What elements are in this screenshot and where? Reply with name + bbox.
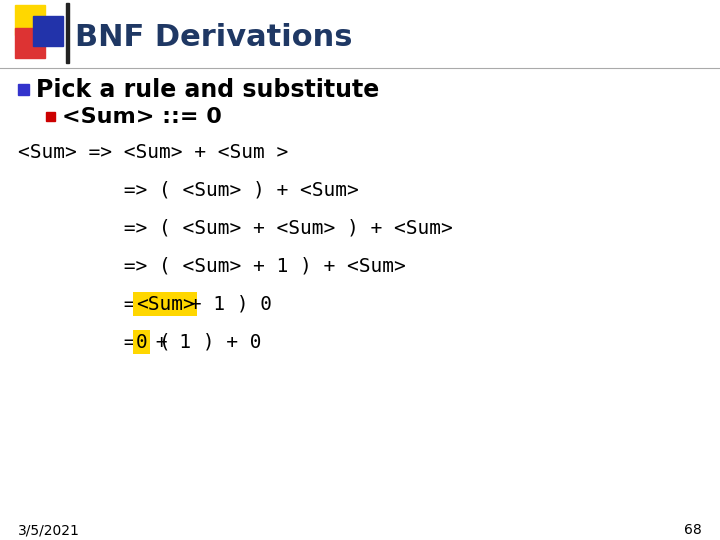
Text: <Sum>: <Sum> (136, 294, 194, 314)
Text: + 1 ) 0: + 1 ) 0 (178, 294, 272, 314)
Bar (46, 112, 55, 121)
Bar (33, 16, 63, 46)
Bar (18, 84, 29, 95)
Bar (15, 28, 45, 58)
Text: <Sum> => <Sum> + <Sum >: <Sum> => <Sum> + <Sum > (18, 143, 288, 161)
Text: => ( <Sum> + 1 ) + <Sum>: => ( <Sum> + 1 ) + <Sum> (18, 256, 406, 275)
Text: BNF Derivations: BNF Derivations (75, 24, 353, 52)
Text: => ( <Sum> ) + <Sum>: => ( <Sum> ) + <Sum> (18, 180, 359, 199)
Text: 0: 0 (136, 333, 148, 352)
Bar (15, 5, 45, 35)
Text: 68: 68 (684, 523, 702, 537)
Text: 3/5/2021: 3/5/2021 (18, 523, 80, 537)
Text: + 1 ) + 0: + 1 ) + 0 (144, 333, 261, 352)
Text: => (: => ( (18, 294, 182, 314)
Text: <Sum> ::= 0: <Sum> ::= 0 (62, 107, 222, 127)
Text: Pick a rule and substitute: Pick a rule and substitute (36, 78, 379, 102)
Text: => (: => ( (18, 333, 182, 352)
Text: => ( <Sum> + <Sum> ) + <Sum>: => ( <Sum> + <Sum> ) + <Sum> (18, 219, 453, 238)
Bar (66, 3, 69, 63)
